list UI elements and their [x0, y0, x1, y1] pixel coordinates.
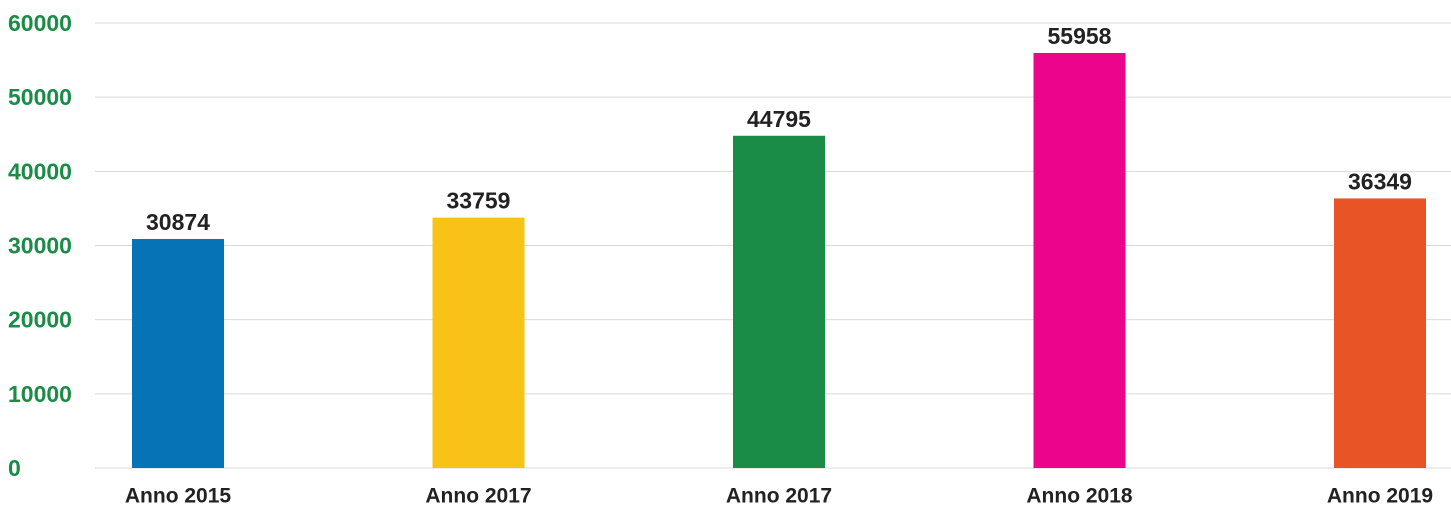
bar — [1334, 198, 1426, 468]
y-tick-label: 30000 — [8, 233, 72, 259]
bar — [132, 239, 224, 468]
data-label: 33759 — [447, 188, 511, 214]
bar — [1033, 52, 1126, 468]
y-tick-label: 60000 — [8, 10, 72, 36]
y-tick-label: 20000 — [8, 307, 72, 333]
y-tick-label: 0 — [8, 455, 21, 481]
y-tick-label: 10000 — [8, 381, 72, 407]
y-tick-label: 40000 — [8, 158, 72, 184]
x-tick-label: Anno 2019 — [1327, 485, 1433, 508]
data-label: 44795 — [747, 106, 811, 132]
y-tick-label: 50000 — [8, 84, 72, 110]
data-label: 30874 — [146, 209, 210, 235]
x-tick-label: Anno 2018 — [1026, 485, 1133, 508]
bar — [432, 217, 525, 468]
data-label: 36349 — [1348, 168, 1412, 194]
data-label: 55958 — [1048, 23, 1112, 49]
x-tick-label: Anno 2015 — [125, 485, 232, 508]
x-tick-label: Anno 2017 — [726, 485, 832, 508]
x-tick-label: Anno 2017 — [425, 485, 531, 508]
bar — [733, 135, 825, 468]
